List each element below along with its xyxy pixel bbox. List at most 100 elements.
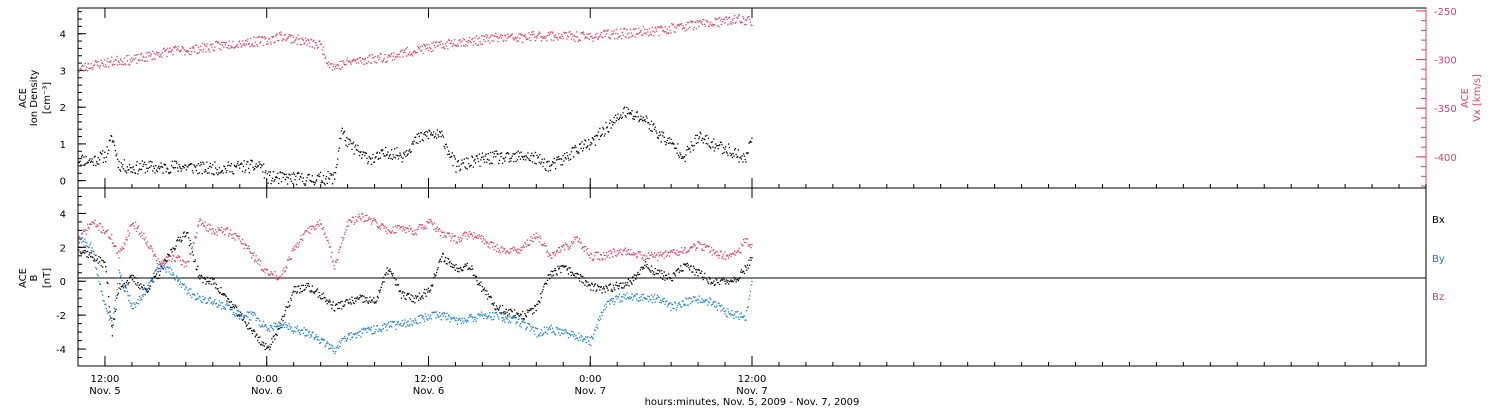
data-point (415, 136, 417, 139)
data-point (146, 170, 149, 172)
data-point (649, 123, 651, 126)
bfield-panel-frame (77, 187, 1427, 367)
data-point (288, 173, 290, 175)
data-point (367, 327, 369, 329)
data-point (298, 332, 301, 334)
data-point (578, 277, 580, 279)
data-point (252, 166, 254, 169)
data-point (244, 314, 246, 316)
data-point (95, 254, 97, 257)
data-point (105, 161, 107, 163)
data-point (579, 280, 581, 282)
data-point (656, 259, 659, 262)
data-point (474, 158, 476, 161)
data-point (155, 54, 157, 56)
data-point (281, 315, 283, 318)
data-point (87, 70, 89, 72)
data-point (278, 278, 280, 280)
data-point (102, 226, 104, 228)
data-point (266, 269, 268, 271)
data-point (87, 63, 89, 65)
data-point (419, 140, 421, 143)
data-point (343, 305, 345, 308)
data-point (192, 254, 194, 256)
data-point (176, 240, 178, 242)
data-point (716, 145, 719, 147)
data-point (619, 35, 621, 38)
data-point (629, 280, 632, 282)
data-point (666, 306, 668, 308)
data-point (550, 324, 552, 327)
data-point (297, 171, 299, 174)
data-point (167, 255, 170, 257)
data-point (338, 68, 340, 70)
data-point (385, 272, 388, 274)
data-point (421, 139, 423, 141)
data-point (322, 181, 324, 183)
data-point (654, 267, 656, 270)
data-point (549, 326, 551, 328)
data-point (674, 31, 677, 33)
data-point (227, 47, 229, 49)
data-point (608, 300, 610, 302)
data-point (541, 35, 543, 38)
data-point (322, 338, 325, 341)
data-point (546, 35, 549, 37)
data-point (239, 167, 241, 169)
data-point (236, 310, 239, 312)
data-point (460, 269, 462, 271)
data-point (360, 296, 362, 298)
data-point (317, 223, 319, 225)
data-point (728, 280, 731, 283)
data-point (301, 329, 304, 331)
data-point (746, 307, 749, 309)
data-point (385, 154, 388, 156)
data-point (452, 235, 454, 237)
data-point (300, 329, 302, 332)
data-point (749, 140, 752, 142)
data-point (540, 163, 542, 165)
data-point (331, 183, 334, 185)
data-point (281, 40, 283, 42)
data-point (334, 351, 337, 353)
data-point (603, 309, 605, 311)
data-point (683, 156, 685, 158)
data-point (87, 245, 89, 247)
data-point (658, 269, 660, 271)
data-point (90, 223, 92, 225)
data-point (142, 55, 144, 57)
data-point (424, 44, 426, 46)
data-point (112, 140, 114, 142)
data-point (102, 62, 104, 64)
data-point (291, 34, 293, 37)
data-point (619, 301, 621, 303)
data-point (442, 236, 444, 238)
data-point (79, 68, 81, 70)
data-point (213, 50, 215, 52)
data-point (558, 247, 561, 249)
data-point (443, 47, 445, 49)
data-point (147, 51, 149, 54)
data-point (528, 36, 531, 39)
data-point (261, 324, 263, 326)
data-point (280, 171, 282, 174)
data-point (107, 312, 109, 314)
data-point (564, 32, 566, 35)
data-point (626, 29, 628, 31)
data-point (488, 243, 490, 245)
data-point (441, 313, 443, 315)
data-point (367, 60, 370, 63)
data-point (453, 154, 455, 157)
data-point (172, 54, 174, 56)
data-point (143, 239, 146, 241)
data-point (125, 286, 127, 289)
data-point (406, 292, 409, 295)
data-point (446, 146, 448, 148)
data-point (498, 162, 500, 165)
data-point (698, 242, 701, 244)
data-point (179, 236, 182, 239)
data-point (563, 244, 565, 246)
data-point (699, 131, 701, 133)
data-point (543, 242, 546, 244)
data-point (434, 275, 436, 277)
